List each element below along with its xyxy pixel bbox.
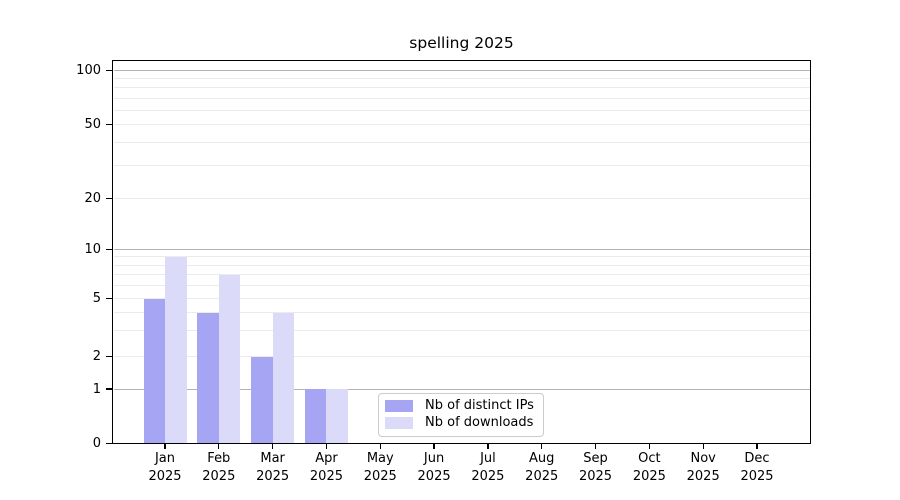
- x-tick-mark-jun: [433, 443, 435, 449]
- gridline-minor: [113, 109, 810, 111]
- y-tick-label-5: 5: [92, 291, 101, 307]
- gridline-1: [113, 388, 810, 390]
- x-tick-mark-nov: [702, 443, 704, 449]
- x-tick-mark-apr: [325, 443, 328, 449]
- y-tick-mark-10: [106, 248, 113, 251]
- x-tick-label-jan: Jan 2025: [148, 451, 182, 484]
- y-tick-mark-50: [106, 124, 113, 126]
- y-tick-label-50: 50: [84, 117, 101, 133]
- gridline-minor: [113, 274, 810, 276]
- x-tick-label-jun: Jun 2025: [417, 451, 451, 484]
- gridline-20: [113, 198, 810, 199]
- x-tick-mark-aug: [541, 443, 543, 449]
- y-tick-mark-100: [106, 69, 113, 71]
- legend-swatch: [385, 400, 413, 412]
- x-tick-label-oct: Oct 2025: [632, 451, 666, 484]
- chart-title: spelling 2025: [409, 34, 514, 52]
- x-tick-mark-dec: [756, 443, 758, 449]
- gridline-minor: [113, 97, 810, 99]
- y-tick-label-100: 100: [76, 62, 101, 78]
- x-tick-label-jul: Jul 2025: [471, 451, 505, 484]
- gridline-minor: [113, 264, 810, 266]
- bar-distinct-ips-feb: [197, 312, 219, 444]
- gridline-100: [113, 69, 810, 71]
- bar-downloads-jan: [165, 256, 187, 444]
- gridline-50: [113, 124, 810, 126]
- y-tick-label-10: 10: [84, 242, 101, 257]
- legend-swatch: [385, 417, 413, 429]
- gridline-2: [113, 356, 810, 357]
- y-tick-label-1: 1: [92, 381, 101, 397]
- y-tick-mark-20: [106, 197, 113, 200]
- x-tick-label-mar: Mar 2025: [256, 451, 290, 484]
- x-tick-label-aug: Aug 2025: [525, 451, 559, 484]
- bar-distinct-ips-apr: [304, 389, 327, 444]
- legend-label: Nb of downloads: [425, 415, 534, 430]
- x-tick-label-may: May 2025: [363, 451, 397, 484]
- x-tick-mark-may: [379, 443, 381, 449]
- gridline-minor: [113, 87, 810, 89]
- gridline-minor: [113, 165, 810, 167]
- x-tick-mark-oct: [648, 443, 650, 449]
- bar-downloads-feb: [218, 274, 241, 444]
- y-tick-mark-1: [106, 388, 113, 390]
- x-tick-mark-feb: [218, 443, 220, 449]
- x-tick-mark-jan: [164, 443, 166, 449]
- gridline-minor: [113, 78, 810, 80]
- gridline-minor: [113, 142, 810, 144]
- x-tick-mark-mar: [271, 443, 274, 449]
- x-tick-label-dec: Dec 2025: [740, 451, 774, 484]
- y-tick-label-0: 0: [92, 436, 101, 451]
- gridline-minor: [113, 285, 810, 287]
- gridline-minor: [113, 330, 810, 332]
- y-tick-mark-0: [106, 442, 113, 445]
- x-tick-label-nov: Nov 2025: [686, 451, 720, 484]
- bar-downloads-mar: [272, 312, 295, 444]
- y-tick-label-2: 2: [92, 349, 101, 364]
- y-tick-mark-5: [106, 298, 113, 300]
- legend-item: Nb of downloads: [385, 415, 535, 432]
- legend-item: Nb of distinct IPs: [385, 398, 535, 415]
- gridline-minor: [113, 256, 810, 258]
- legend-label: Nb of distinct IPs: [425, 398, 534, 413]
- bar-distinct-ips-jan: [143, 298, 165, 444]
- bar-downloads-apr: [326, 389, 348, 444]
- x-tick-mark-sep: [594, 443, 597, 449]
- x-tick-mark-jul: [487, 443, 489, 449]
- gridline-5: [113, 298, 810, 300]
- gridline-10: [113, 249, 810, 250]
- y-tick-mark-2: [106, 355, 113, 358]
- y-tick-label-20: 20: [84, 191, 101, 206]
- x-tick-label-feb: Feb 2025: [202, 451, 236, 484]
- legend: Nb of distinct IPs Nb of downloads: [378, 392, 544, 437]
- gridline-minor: [113, 312, 810, 314]
- bar-distinct-ips-mar: [251, 356, 273, 444]
- x-tick-label-apr: Apr 2025: [309, 451, 343, 484]
- x-tick-label-sep: Sep 2025: [578, 451, 613, 484]
